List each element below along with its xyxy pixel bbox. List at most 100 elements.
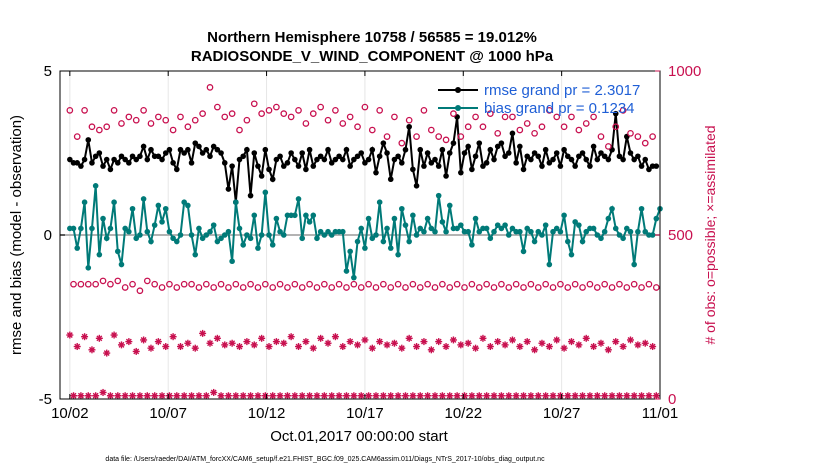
- data-point: [398, 139, 406, 147]
- data-point: [557, 280, 564, 288]
- data-point: [99, 388, 107, 396]
- data-point: [66, 107, 74, 114]
- data-point: [653, 215, 660, 222]
- data-point: [358, 150, 365, 156]
- data-point: [213, 334, 221, 342]
- data-point: [450, 110, 457, 117]
- data-point: [494, 129, 502, 137]
- data-point: [649, 343, 657, 351]
- data-point: [103, 349, 111, 357]
- data-point: [394, 392, 402, 400]
- data-point: [631, 156, 637, 163]
- data-point: [361, 336, 369, 344]
- data-point: [498, 280, 505, 288]
- data-point: [362, 245, 368, 251]
- data-point: [258, 334, 266, 342]
- data-point: [233, 199, 239, 205]
- data-point: [148, 146, 154, 153]
- data-point: [302, 338, 310, 346]
- data-point: [339, 343, 347, 351]
- data-point: [612, 123, 620, 131]
- data-point: [568, 251, 575, 258]
- data-point: [435, 338, 443, 346]
- data-point: [280, 339, 288, 347]
- data-point: [283, 392, 291, 400]
- data-point: [306, 219, 313, 225]
- data-point: [486, 343, 494, 351]
- chart-title-line1: Northern Hemisphere 10758 / 56585 = 19.0…: [207, 29, 537, 46]
- data-point: [439, 280, 446, 288]
- data-point: [317, 153, 324, 160]
- data-point: [604, 346, 612, 354]
- data-point: [416, 284, 424, 291]
- data-point: [66, 331, 74, 339]
- data-point: [81, 107, 88, 114]
- data-point: [546, 261, 553, 268]
- data-point: [491, 228, 497, 235]
- data-point: [320, 392, 328, 400]
- data-point: [114, 160, 121, 166]
- data-point: [306, 392, 314, 400]
- data-point: [196, 225, 202, 232]
- data-point: [649, 133, 656, 140]
- data-point: [133, 235, 140, 242]
- data-point: [472, 113, 479, 121]
- data-point: [321, 232, 328, 238]
- data-point: [148, 238, 154, 245]
- data-point: [347, 248, 353, 255]
- data-point: [590, 225, 597, 232]
- data-point: [593, 392, 601, 400]
- data-point: [162, 205, 169, 212]
- data-point: [158, 284, 166, 291]
- data-point: [122, 225, 128, 232]
- data-point: [132, 347, 140, 355]
- data-point: [217, 280, 225, 288]
- data-point: [214, 103, 221, 111]
- data-point: [317, 103, 325, 111]
- data-point: [432, 228, 438, 235]
- data-point: [391, 113, 398, 121]
- data-point: [597, 133, 605, 140]
- data-point: [583, 228, 590, 235]
- data-point: [221, 160, 228, 166]
- data-point: [457, 133, 465, 140]
- data-point: [376, 107, 384, 114]
- data-point: [188, 280, 195, 288]
- data-point: [158, 392, 166, 400]
- data-point: [317, 228, 324, 235]
- data-point: [490, 284, 498, 291]
- data-point: [508, 336, 516, 344]
- data-point: [199, 150, 206, 156]
- data-point: [100, 163, 106, 169]
- data-point: [516, 343, 524, 351]
- data-point: [284, 284, 291, 291]
- data-point: [486, 110, 494, 117]
- data-point: [520, 166, 527, 173]
- data-point: [346, 338, 354, 346]
- data-point: [92, 183, 99, 189]
- data-point: [476, 140, 483, 146]
- data-point: [376, 199, 383, 205]
- data-point: [210, 388, 218, 396]
- data-point: [601, 153, 608, 160]
- data-point: [95, 126, 103, 134]
- data-point: [550, 228, 556, 235]
- data-point: [269, 392, 277, 400]
- data-point: [292, 156, 298, 163]
- data-point: [634, 133, 642, 140]
- data-point: [210, 143, 217, 150]
- y-tick-label-left: 5: [44, 63, 52, 80]
- legend-label: bias grand pr = 0.1234: [484, 100, 635, 117]
- legend-marker: [455, 105, 461, 111]
- data-point: [498, 140, 505, 146]
- data-point: [365, 280, 372, 288]
- data-point: [111, 156, 117, 163]
- data-point: [453, 280, 461, 288]
- data-point: [435, 192, 442, 199]
- data-point: [468, 392, 476, 400]
- data-point: [468, 280, 476, 288]
- data-point: [218, 235, 224, 242]
- data-point: [185, 202, 191, 209]
- data-point: [184, 339, 192, 347]
- data-point: [159, 219, 165, 225]
